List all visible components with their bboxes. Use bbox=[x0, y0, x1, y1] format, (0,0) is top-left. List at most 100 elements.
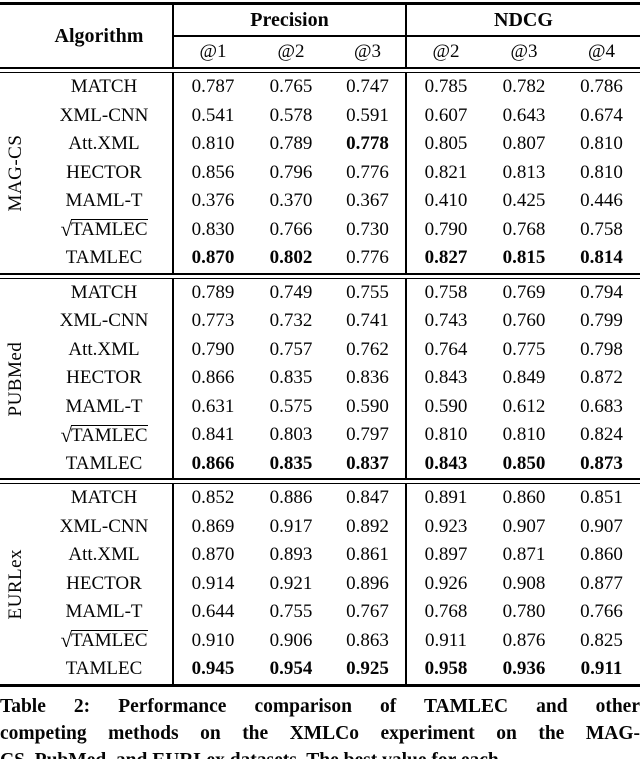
algorithm-name: HECTOR bbox=[66, 367, 142, 389]
metric-value: 0.824 bbox=[580, 424, 623, 446]
metric-value: 0.925 bbox=[330, 655, 407, 684]
table-row: HECTOR 0.914 0.921 0.896 0.926 0.908 0.877 bbox=[0, 569, 640, 598]
ndcg-at4-header: @4 bbox=[588, 41, 615, 62]
algorithm-name: MAML-T bbox=[65, 601, 143, 623]
metric-value: 0.911 bbox=[424, 629, 468, 651]
table-row: TAMLEC 0.870 0.802 0.776 0.827 0.815 0.814 bbox=[0, 244, 640, 273]
metric-value: 0.425 bbox=[502, 190, 546, 212]
table-row: √ TAMLEC 0.841 0.803 0.797 0.810 0.810 0.824 bbox=[0, 421, 640, 450]
metric-value: 0.814 bbox=[580, 247, 623, 269]
algorithm-name-cell: √ TAMLEC bbox=[0, 421, 174, 450]
dataset-label: MAG-CS bbox=[5, 134, 26, 212]
algorithm-name: Att.XML bbox=[68, 544, 140, 566]
metric-value: 0.945 bbox=[191, 658, 235, 680]
metric-value: 0.803 bbox=[269, 424, 313, 446]
metric-value: 0.743 bbox=[424, 310, 468, 332]
section-divider-rule bbox=[0, 272, 640, 279]
metric-value: 0.591 bbox=[330, 101, 407, 130]
metric-value: 0.758 bbox=[424, 281, 468, 303]
metric-value: 0.797 bbox=[330, 421, 407, 450]
ndcg-at3-header: @3 bbox=[510, 41, 538, 62]
algorithm-name-cell: MAML-T bbox=[0, 187, 174, 216]
metric-value: 0.906 bbox=[269, 629, 313, 651]
algorithm-name-cell: Att.XML bbox=[0, 130, 174, 159]
algorithm-name-cell: XML-CNN bbox=[0, 512, 174, 541]
metric-value: 0.926 bbox=[424, 572, 468, 594]
metric-value: 0.755 bbox=[330, 278, 407, 307]
algorithm-name: MAML-T bbox=[65, 395, 143, 417]
algorithm-name: TAMLEC bbox=[65, 658, 143, 680]
algorithm-name: TAMLEC bbox=[70, 424, 148, 446]
metric-value: 0.782 bbox=[502, 76, 546, 98]
metric-value: 0.643 bbox=[502, 104, 546, 126]
metric-value: 0.861 bbox=[330, 541, 407, 570]
metric-value: 0.856 bbox=[191, 161, 235, 183]
metric-value: 0.863 bbox=[330, 626, 407, 655]
dataset-section: MAG-CS MATCH 0.787 0.765 0.747 0.785 0.782 0.78… bbox=[0, 73, 640, 273]
algorithm-name-cell: √ TAMLEC bbox=[0, 215, 174, 244]
metric-value: 0.897 bbox=[424, 544, 468, 566]
algorithm-name-cell: TAMLEC bbox=[0, 655, 174, 684]
table-row: XML-CNN 0.773 0.732 0.741 0.743 0.760 0.799 bbox=[0, 307, 640, 336]
algorithm-name: XML-CNN bbox=[59, 104, 149, 126]
table-row: √ TAMLEC 0.830 0.766 0.730 0.790 0.768 0.758 bbox=[0, 215, 640, 244]
metric-value: 0.873 bbox=[580, 452, 623, 474]
metric-value: 0.910 bbox=[191, 629, 235, 651]
metric-value: 0.917 bbox=[269, 515, 313, 537]
metric-value: 0.799 bbox=[580, 310, 623, 332]
algorithm-name: HECTOR bbox=[66, 572, 142, 594]
metric-value: 0.849 bbox=[502, 367, 546, 389]
table-row: TAMLEC 0.945 0.954 0.925 0.958 0.936 0.911 bbox=[0, 655, 640, 684]
algorithm-name-cell: √ TAMLEC bbox=[0, 626, 174, 655]
metric-value: 0.631 bbox=[191, 395, 235, 417]
metric-value: 0.876 bbox=[502, 629, 546, 651]
algorithm-name-cell: HECTOR bbox=[0, 569, 174, 598]
algorithm-name: TAMLEC bbox=[70, 630, 148, 652]
dataset-section: PUBMed MATCH 0.789 0.749 0.755 0.758 0.769 0.79… bbox=[0, 278, 640, 478]
metric-value: 0.893 bbox=[269, 544, 313, 566]
table-row: MATCH 0.787 0.765 0.747 0.785 0.782 0.786 bbox=[0, 73, 640, 102]
table-row: Att.XML 0.870 0.893 0.861 0.897 0.871 0.860 bbox=[0, 541, 640, 570]
caption-line: Table 2: Performance comparison of TAMLE… bbox=[0, 695, 640, 717]
metric-value: 0.789 bbox=[269, 133, 313, 155]
algorithm-name: Att.XML bbox=[68, 338, 140, 360]
metric-value: 0.575 bbox=[269, 395, 313, 417]
algorithm-name-cell: MAML-T bbox=[0, 598, 174, 627]
algorithm-name: TAMLEC bbox=[65, 452, 143, 474]
metric-value: 0.769 bbox=[502, 281, 546, 303]
metric-value: 0.644 bbox=[191, 601, 235, 623]
metric-value: 0.805 bbox=[424, 133, 468, 155]
metric-value: 0.768 bbox=[502, 218, 546, 240]
metric-value: 0.749 bbox=[269, 281, 313, 303]
metric-value: 0.847 bbox=[330, 484, 407, 513]
metric-value: 0.778 bbox=[330, 130, 407, 159]
table-row: HECTOR 0.866 0.835 0.836 0.843 0.849 0.872 bbox=[0, 364, 640, 393]
metric-value: 0.747 bbox=[330, 73, 407, 102]
metric-value: 0.776 bbox=[330, 244, 407, 273]
metric-value: 0.767 bbox=[330, 598, 407, 627]
table-row: Att.XML 0.810 0.789 0.778 0.805 0.807 0.810 bbox=[0, 130, 640, 159]
metric-value: 0.870 bbox=[191, 247, 235, 269]
metric-value: 0.872 bbox=[580, 367, 623, 389]
algorithm-column-header: Algorithm bbox=[0, 5, 174, 67]
results-table: Algorithm Precision NDCG @1 @2 @3 @2 @3 … bbox=[0, 2, 640, 687]
metric-value: 0.907 bbox=[502, 515, 546, 537]
metric-value: 0.807 bbox=[502, 133, 546, 155]
metric-value: 0.843 bbox=[424, 367, 468, 389]
algorithm-name-cell: Att.XML bbox=[0, 335, 174, 364]
metric-value: 0.785 bbox=[424, 76, 468, 98]
algorithm-name: MAML-T bbox=[65, 190, 143, 212]
metric-value: 0.886 bbox=[269, 487, 313, 509]
metric-value: 0.810 bbox=[502, 424, 546, 446]
caption-line: CS, PubMed, and EURLex datasets. The bes… bbox=[0, 747, 640, 759]
metric-value: 0.786 bbox=[580, 76, 623, 98]
algorithm-name-cell: XML-CNN bbox=[0, 307, 174, 336]
metric-value: 0.760 bbox=[502, 310, 546, 332]
metric-value: 0.612 bbox=[502, 395, 546, 417]
metric-value: 0.590 bbox=[424, 395, 468, 417]
table-row: √ TAMLEC 0.910 0.906 0.863 0.911 0.876 0.825 bbox=[0, 626, 640, 655]
metric-value: 0.758 bbox=[580, 218, 623, 240]
metric-value: 0.821 bbox=[424, 161, 468, 183]
metric-value: 0.837 bbox=[330, 449, 407, 478]
metric-subheader-row: @1 @2 @3 @2 @3 @4 bbox=[174, 37, 640, 67]
